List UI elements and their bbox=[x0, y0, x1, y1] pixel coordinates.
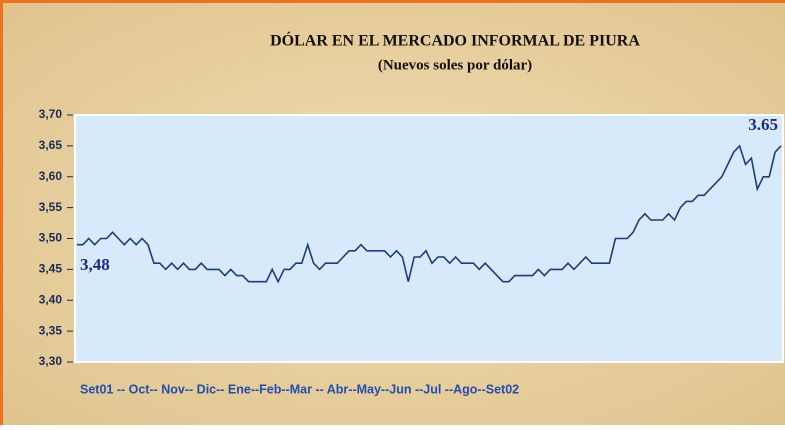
x-axis-labels: Set01 -- Oct-- Nov-- Dic-- Ene--Feb--Mar… bbox=[80, 382, 519, 396]
y-tick-label: 3,55 bbox=[39, 200, 63, 214]
chart-subtitle: (Nuevos soles por dólar) bbox=[378, 57, 532, 73]
y-tick-label: 3,30 bbox=[39, 354, 63, 368]
y-tick-label: 3,35 bbox=[39, 323, 63, 337]
annotation: 3.65 bbox=[748, 115, 778, 134]
y-tick-label: 3,45 bbox=[39, 262, 63, 276]
y-tick-label: 3,70 bbox=[39, 107, 63, 121]
plot-area bbox=[75, 115, 783, 362]
y-tick-label: 3,65 bbox=[39, 138, 63, 152]
y-tick-label: 3,50 bbox=[39, 231, 63, 245]
chart-title: DÓLAR EN EL MERCADO INFORMAL DE PIURA bbox=[270, 31, 640, 50]
annotation: 3,48 bbox=[80, 255, 110, 274]
y-tick-label: 3,60 bbox=[39, 169, 63, 183]
y-tick-label: 3,40 bbox=[39, 292, 63, 306]
